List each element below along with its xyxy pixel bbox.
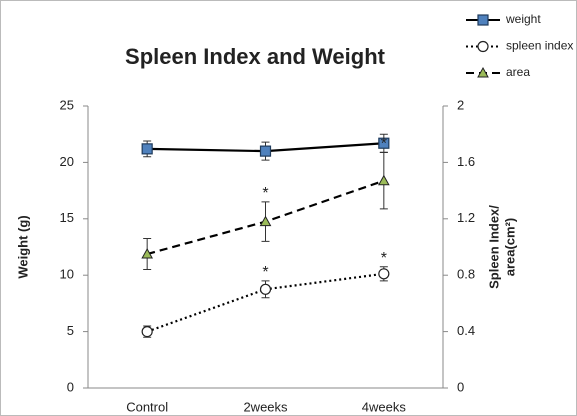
y2-tick-label: 2 xyxy=(457,97,464,112)
y-tick-label: 25 xyxy=(60,97,74,112)
x-tick-label: Control xyxy=(126,399,168,414)
legend-marker xyxy=(477,66,489,78)
y-tick-label: 10 xyxy=(60,267,74,282)
y-tick-label: 15 xyxy=(60,210,74,225)
y2-tick-label: 0.8 xyxy=(457,267,475,282)
x-tick-label: 2weeks xyxy=(243,399,288,414)
legend-label: spleen index xyxy=(506,39,573,53)
marker xyxy=(259,145,272,157)
y-tick-label: 0 xyxy=(67,379,74,394)
y2-tick-label: 0 xyxy=(457,379,464,394)
legend-label: weight xyxy=(505,12,541,26)
significance-mark: * xyxy=(381,136,387,153)
significance-mark: * xyxy=(381,250,387,267)
marker xyxy=(141,248,154,259)
y2-axis-title: Spleen Index/ xyxy=(486,205,501,289)
y-tick-label: 20 xyxy=(60,154,74,169)
x-tick-label: 4weeks xyxy=(362,399,407,414)
y2-tick-label: 1.2 xyxy=(457,210,475,225)
y-axis-title: Weight (g) xyxy=(15,215,30,278)
marker xyxy=(259,283,272,295)
legend-label: area xyxy=(506,65,530,79)
marker xyxy=(377,174,390,186)
marker xyxy=(378,268,390,280)
y2-tick-label: 0.4 xyxy=(457,323,475,338)
significance-mark: * xyxy=(262,264,268,281)
significance-mark: * xyxy=(262,185,268,202)
marker xyxy=(141,326,153,338)
marker xyxy=(378,137,390,149)
y2-axis-title: area(cm²) xyxy=(502,218,517,277)
legend-marker xyxy=(477,14,489,26)
marker xyxy=(259,215,272,227)
legend-marker xyxy=(477,40,489,53)
y-tick-label: 5 xyxy=(67,323,74,338)
chart-title: Spleen Index and Weight xyxy=(125,44,386,69)
y2-tick-label: 1.6 xyxy=(457,154,475,169)
marker xyxy=(141,143,153,155)
